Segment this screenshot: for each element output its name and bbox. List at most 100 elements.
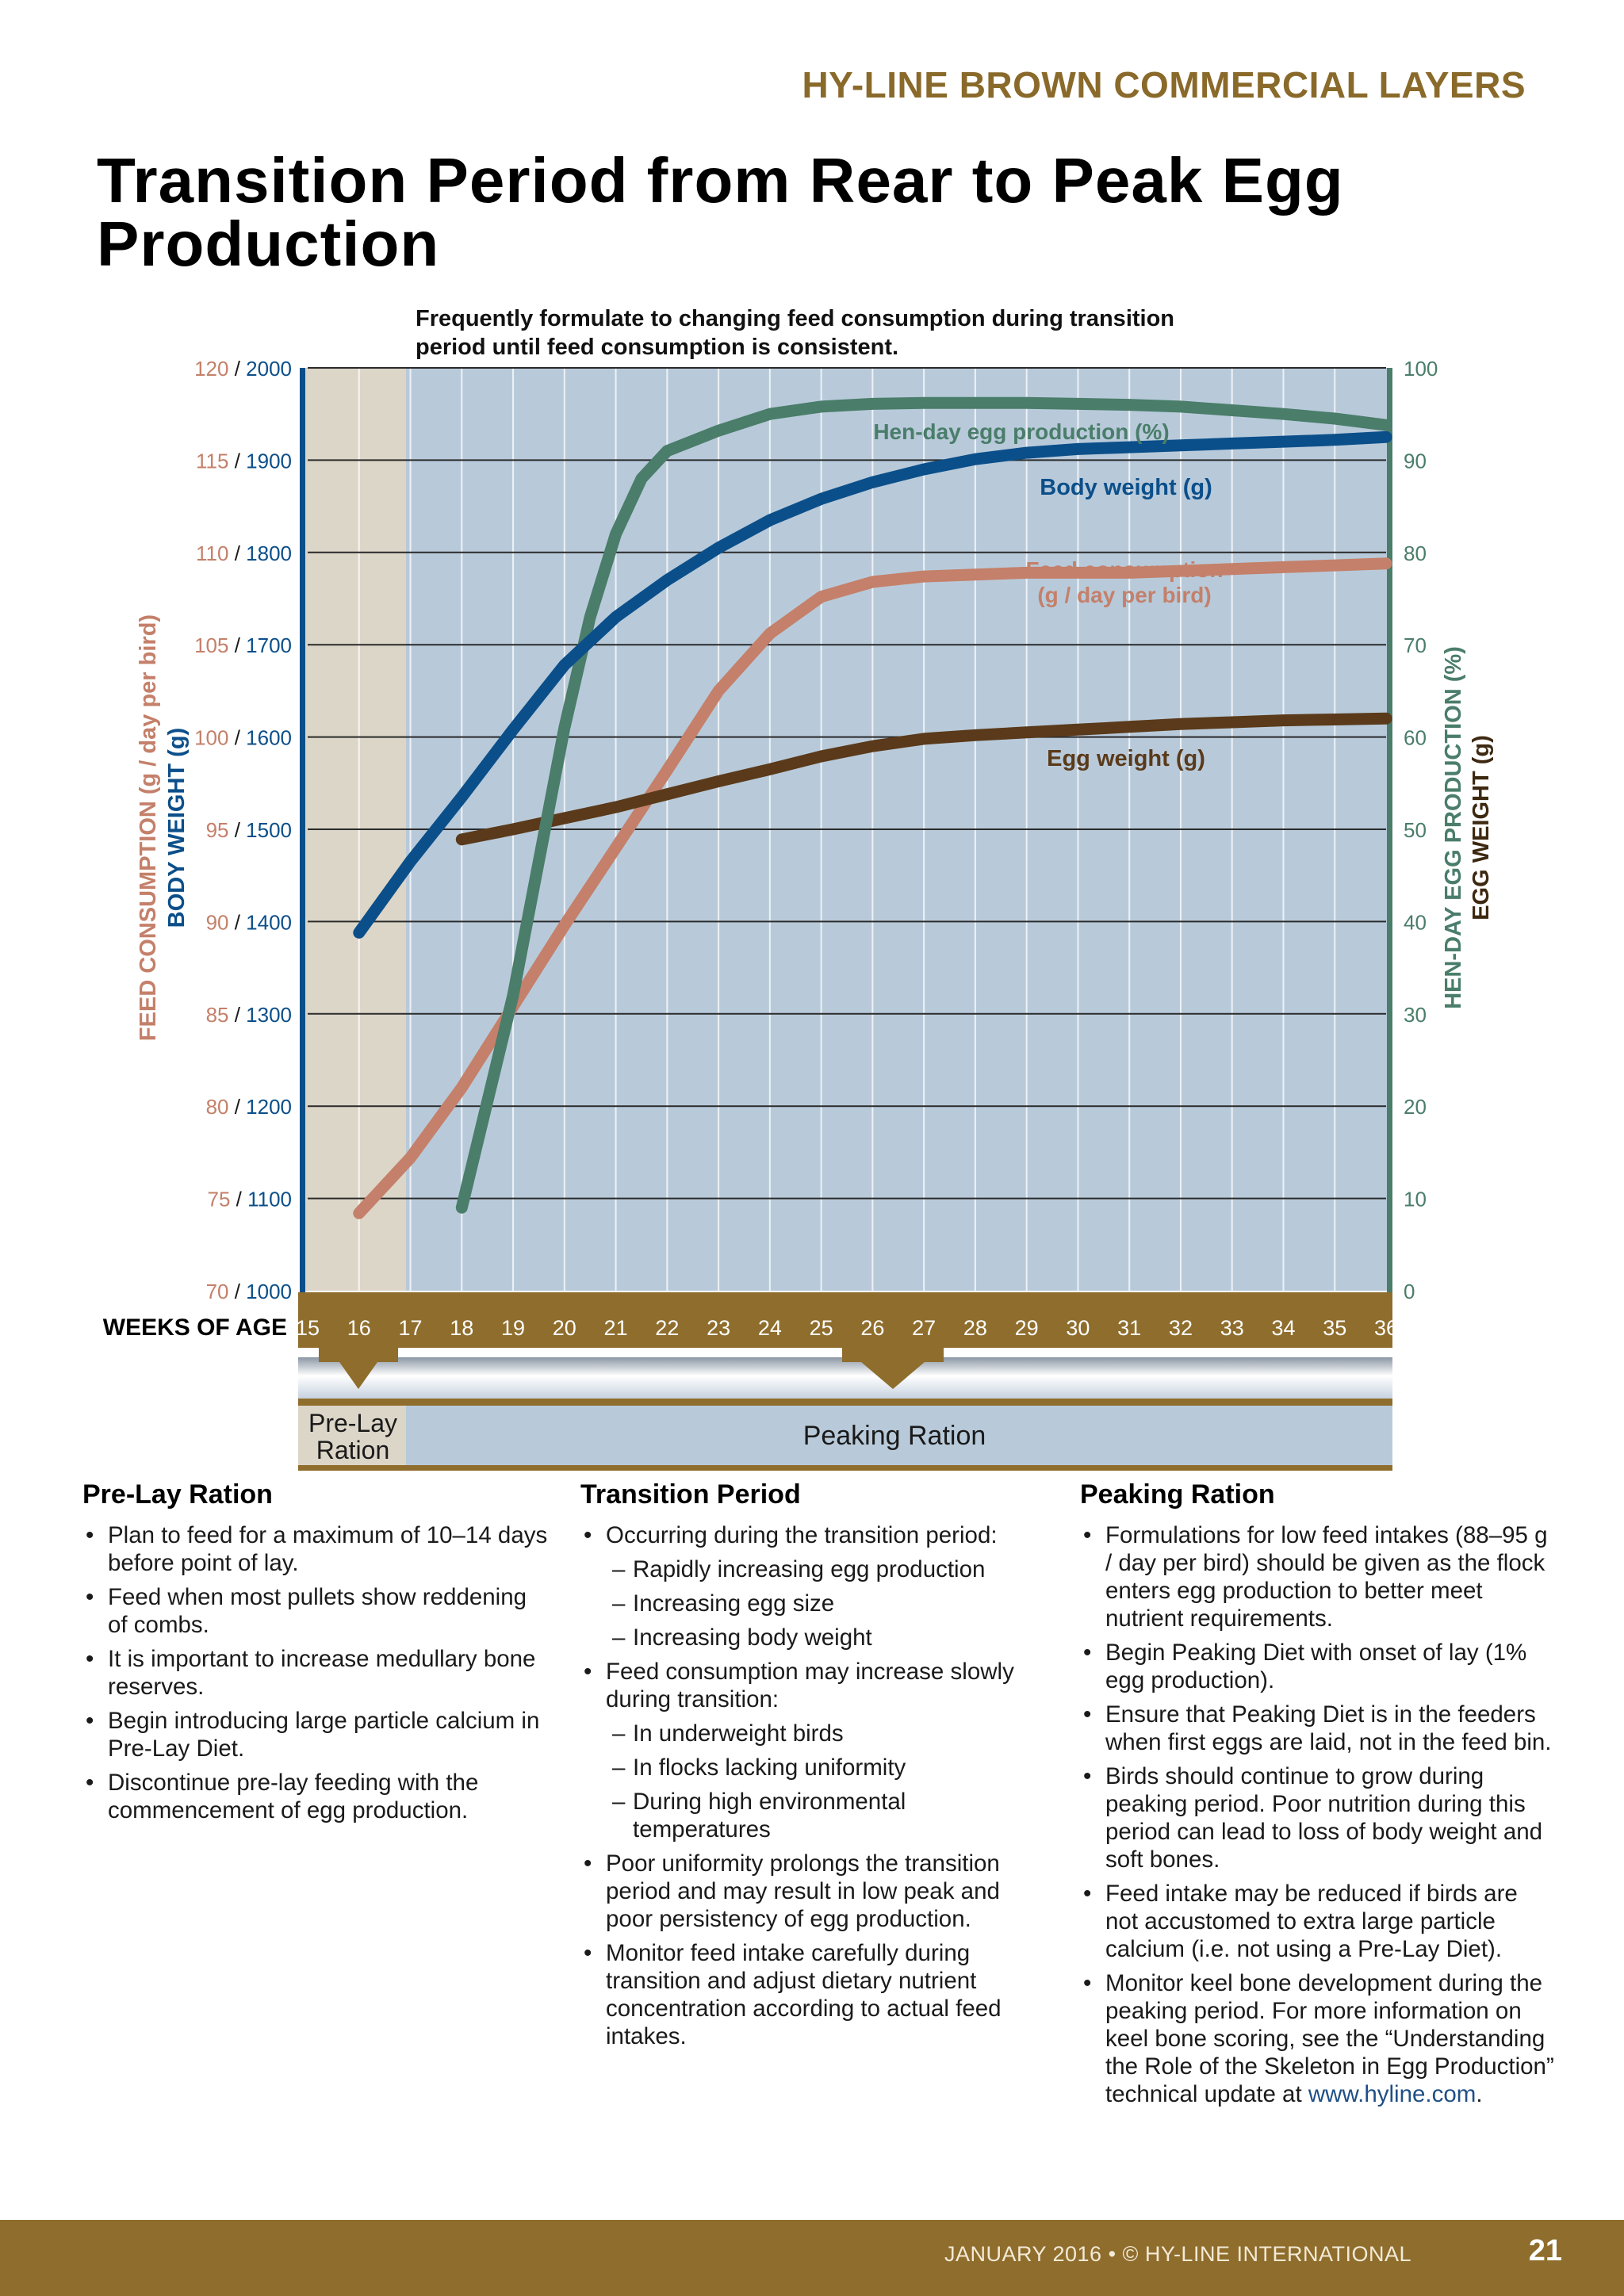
page-title: Transition Period from Rear to Peak Egg …	[97, 145, 1344, 279]
left-tick-label: 115 / 1900	[196, 449, 292, 473]
sub-list-item: In underweight birds	[606, 1720, 1048, 1747]
series-label-hen-day: Hen-day egg production (%)	[873, 419, 1169, 444]
ration-bar-bottom-rule	[298, 1465, 1392, 1471]
horizontal-gridlines	[308, 367, 1386, 1200]
sub-list: Rapidly increasing egg production Increa…	[606, 1556, 1048, 1651]
week-tick-label: 24	[758, 1316, 782, 1340]
right-tick-label: 0	[1404, 1280, 1415, 1303]
sub-list-item: In flocks lacking uniformity	[606, 1754, 1048, 1781]
week-tick-label: 20	[553, 1316, 576, 1340]
peaking-list: Formulations for low feed intakes (88–95…	[1080, 1521, 1556, 2108]
week-tick-label: 27	[912, 1316, 936, 1340]
prelay-ration-label-1: Pre-Lay	[308, 1409, 397, 1437]
week-tick-label: 22	[655, 1316, 679, 1340]
sub-list-item: Increasing body weight	[606, 1624, 1048, 1651]
week-tick-label: 26	[860, 1316, 884, 1340]
sub-list-item: Increasing egg size	[606, 1590, 1048, 1617]
series-label-egg-weight: Egg weight (g)	[1047, 746, 1205, 771]
list-item: Begin Peaking Diet with onset of lay (1%…	[1080, 1639, 1556, 1694]
page-number: 21	[1528, 2234, 1562, 2267]
week-tick-label: 15	[296, 1316, 320, 1340]
list-item: It is important to increase medullary bo…	[82, 1645, 550, 1701]
week-tick-label: 25	[810, 1316, 833, 1340]
left-tick-label: 90 / 1400	[206, 910, 292, 934]
right-tick-label: 50	[1404, 818, 1427, 842]
brand-header: HY-LINE BROWN COMMERCIAL LAYERS	[802, 64, 1526, 105]
ration-bar-top-rule	[298, 1399, 1392, 1406]
week-tick-label: 29	[1015, 1316, 1039, 1340]
left-tick-label: 85 / 1300	[206, 1003, 292, 1027]
ration-shade-band	[298, 1357, 1392, 1399]
right-tick-label: 30	[1404, 1003, 1427, 1027]
series-label-feed-1: Feed consumption	[1026, 557, 1224, 582]
week-tick-label: 34	[1271, 1316, 1295, 1340]
peaking-ration-box	[406, 1406, 1392, 1465]
week-tick-label: 36	[1374, 1316, 1398, 1340]
transition-list: Occurring during the transition period: …	[580, 1521, 1048, 2050]
axis-title-hen-day: HEN-DAY EGG PRODUCTION (%)	[1441, 646, 1466, 1009]
list-item: Ensure that Peaking Diet is in the feede…	[1080, 1701, 1556, 1756]
prelay-arrow	[319, 1348, 398, 1389]
axis-title-feed-consumption: FEED CONSUMPTION (g / day per bird)	[136, 614, 161, 1041]
list-item: Occurring during the transition period: …	[580, 1521, 1048, 1651]
right-tick-label: 100	[1404, 357, 1438, 381]
peaking-column: Peaking Ration Formulations for low feed…	[1080, 1479, 1556, 2114]
left-tick-label: 110 / 1800	[196, 541, 292, 565]
week-tick-label: 17	[399, 1316, 423, 1340]
prelay-heading: Pre-Lay Ration	[82, 1479, 273, 1510]
week-tick-label: 32	[1169, 1316, 1193, 1340]
peaking-ration-label: Peaking Ration	[803, 1421, 986, 1451]
series-line	[455, 712, 1392, 846]
week-tick-labels: 15 16 17 18 19 20 21 22 23 24 25 26 27 28 29 30 31 32 33 34…	[296, 1316, 1398, 1340]
list-item-text: Monitor keel bone development during the…	[1105, 1970, 1554, 2107]
sub-list-item: Rapidly increasing egg production	[606, 1556, 1048, 1583]
axis-title-body-weight: BODY WEIGHT (g)	[164, 728, 190, 928]
week-tick-label: 30	[1066, 1316, 1090, 1340]
week-tick-label: 28	[963, 1316, 987, 1340]
left-tick-label: 75 / 1100	[207, 1188, 292, 1211]
series-line	[353, 557, 1392, 1219]
list-item-text: Feed consumption may increase slowly dur…	[606, 1659, 1014, 1712]
sub-list: In underweight birds In flocks lacking u…	[606, 1720, 1048, 1843]
series-line	[353, 430, 1392, 939]
prelay-column: Pre-Lay Ration Plan to feed for a maximu…	[82, 1479, 550, 1831]
list-item-end: .	[1476, 2081, 1483, 2107]
series-label-feed-2: (g / day per bird)	[1037, 583, 1211, 607]
prelay-ration-box	[298, 1406, 406, 1465]
sub-list-item: During high environmental temperatures	[606, 1788, 1048, 1843]
transition-chart: Hen-day egg production (%) Body weight (…	[103, 357, 1494, 1471]
list-item: Poor uniformity prolongs the transition …	[580, 1850, 1048, 1933]
hyline-link[interactable]: www.hyline.com	[1308, 2081, 1477, 2107]
list-item: Plan to feed for a maximum of 10–14 days…	[82, 1521, 550, 1577]
series-line	[455, 396, 1392, 1214]
left-axis-ticks: 70 / 1000 75 / 1100 80 / 1200 85 / 1300 90 /…	[194, 357, 292, 1303]
left-tick-label: 80 / 1200	[206, 1095, 292, 1119]
week-tick-label: 16	[347, 1316, 371, 1340]
list-item: Feed intake may be reduced if birds are …	[1080, 1880, 1556, 1963]
transition-heading: Transition Period	[580, 1479, 801, 1510]
series-label-body-weight: Body weight (g)	[1040, 475, 1212, 500]
left-tick-label: 95 / 1500	[206, 818, 292, 842]
list-item: Monitor keel bone development during the…	[1080, 1969, 1556, 2108]
footer-text: JANUARY 2016 • © HY-LINE INTERNATIONAL	[944, 2242, 1411, 2266]
peaking-heading: Peaking Ration	[1080, 1479, 1275, 1510]
axis-title-egg-weight: EGG WEIGHT (g)	[1469, 735, 1494, 920]
list-item: Feed when most pullets show reddening of…	[82, 1583, 550, 1639]
week-axis-band	[298, 1292, 1392, 1348]
list-item: Monitor feed intake carefully during tra…	[580, 1939, 1048, 2050]
list-item: Formulations for low feed intakes (88–95…	[1080, 1521, 1556, 1632]
transition-column: Transition Period Occurring during the t…	[580, 1479, 1048, 2057]
right-tick-label: 90	[1404, 449, 1427, 473]
week-tick-label: 33	[1220, 1316, 1244, 1340]
list-item: Birds should continue to grow during pea…	[1080, 1762, 1556, 1873]
chart-note: Frequently formulate to changing feed co…	[416, 306, 1175, 360]
left-tick-label: 100 / 1600	[194, 726, 292, 750]
right-axis-ticks: 0 10 20 30 40 50 60 70 80 90 100	[1404, 357, 1438, 1303]
right-tick-label: 60	[1404, 726, 1427, 750]
prelay-ration-label-2: Ration	[316, 1436, 390, 1464]
prelay-list: Plan to feed for a maximum of 10–14 days…	[82, 1521, 550, 1824]
right-axis-bar	[1387, 368, 1392, 1292]
week-tick-label: 23	[707, 1316, 730, 1340]
footer-bar	[0, 2220, 1624, 2296]
left-tick-label: 105 / 1700	[194, 633, 292, 657]
